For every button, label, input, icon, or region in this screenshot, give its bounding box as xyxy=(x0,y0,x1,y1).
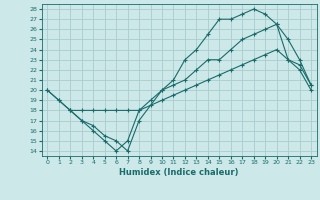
X-axis label: Humidex (Indice chaleur): Humidex (Indice chaleur) xyxy=(119,168,239,177)
